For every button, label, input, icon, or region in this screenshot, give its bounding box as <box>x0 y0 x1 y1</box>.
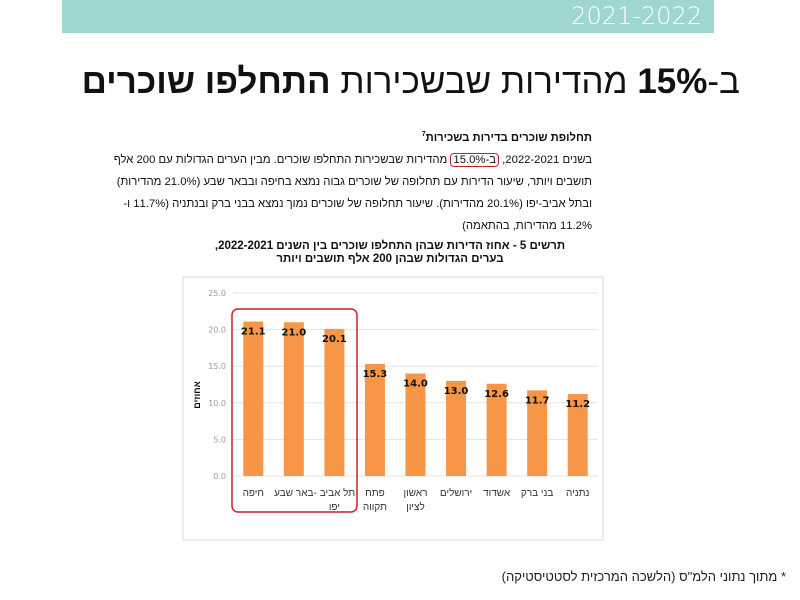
source-footnote: * מתוך נתוני הלמ"ס (הלשכה המרכזית לסטטיס… <box>501 569 786 584</box>
chart-title: תרשים 5 - אחוז הדירות שבהן התחלפו שוכרים… <box>214 240 566 265</box>
data-label: 12.6 <box>484 389 509 400</box>
x-tick-label: יפו <box>329 502 340 513</box>
x-tick-label: חיפה <box>243 488 264 499</box>
y-axis-label: אחוזים <box>192 381 202 408</box>
years-label: 2021-2022 <box>571 2 702 30</box>
bar <box>527 390 548 476</box>
bar <box>283 322 304 476</box>
data-label: 11.7 <box>525 395 550 406</box>
x-tick-label: פתח <box>365 488 385 499</box>
excerpt-heading: תחלופת שוכרים בדירות בשכירות7 <box>421 131 592 144</box>
bar <box>446 380 467 476</box>
slide-title: ב-15% מהדירות שבשכירות התחלפו שוכרים <box>81 62 740 101</box>
data-label: 20.1 <box>322 334 347 345</box>
data-label: 13.0 <box>444 386 469 397</box>
report-excerpt: תחלופת שוכרים בדירות בשכירות7 בשנים 2022… <box>113 128 592 237</box>
x-tick-label: תקווה <box>363 502 387 513</box>
y-tick-label: 25.0 <box>208 289 226 298</box>
x-tick-label: אשדוד <box>483 488 511 499</box>
y-tick-label: 5.0 <box>213 435 226 444</box>
highlighted-percent: ב-15.0% <box>450 152 499 167</box>
data-label: 11.2 <box>565 399 590 410</box>
bar <box>486 383 507 476</box>
bar <box>364 364 385 476</box>
excerpt-line: תושבים ויותר, שיעור הדירות עם תחלופה של … <box>116 175 592 188</box>
bar <box>243 321 264 476</box>
data-label: 21.1 <box>241 327 266 338</box>
data-label: 15.3 <box>363 369 388 380</box>
y-tick-label: 20.0 <box>208 326 226 335</box>
y-tick-label: 10.0 <box>208 399 226 408</box>
x-tick-label: באר שבע <box>274 488 313 499</box>
excerpt-line: ובתל אביב-יפו (20.1% מהדירות). שיעור תחל… <box>123 197 592 210</box>
title-bold-end: התחלפו שוכרים <box>81 62 331 101</box>
data-label: 14.0 <box>403 379 428 390</box>
bar <box>567 394 588 476</box>
y-tick-label: 15.0 <box>208 362 226 371</box>
x-tick-label: תל אביב - <box>314 487 356 499</box>
y-tick-label: 0.0 <box>213 472 226 481</box>
bar <box>324 328 345 476</box>
data-label: 21.0 <box>281 327 306 338</box>
title-percent: 15% <box>637 62 708 101</box>
x-tick-label: ירושלים <box>440 487 472 499</box>
x-tick-label: לציון <box>406 501 425 513</box>
x-tick-label: בני ברק <box>521 488 553 499</box>
excerpt-line: בשנים 2022-2021, ב-15.0% מהדירות שבשכירו… <box>113 152 592 167</box>
header-band: 2021-2022 <box>62 0 714 33</box>
bar <box>405 373 426 476</box>
highlight-box <box>231 308 358 513</box>
x-tick-label: ראשון <box>404 488 428 499</box>
excerpt-line: 11.2% מהדירות, בהתאמה) <box>462 219 592 232</box>
x-tick-label: נתניה <box>566 488 590 499</box>
